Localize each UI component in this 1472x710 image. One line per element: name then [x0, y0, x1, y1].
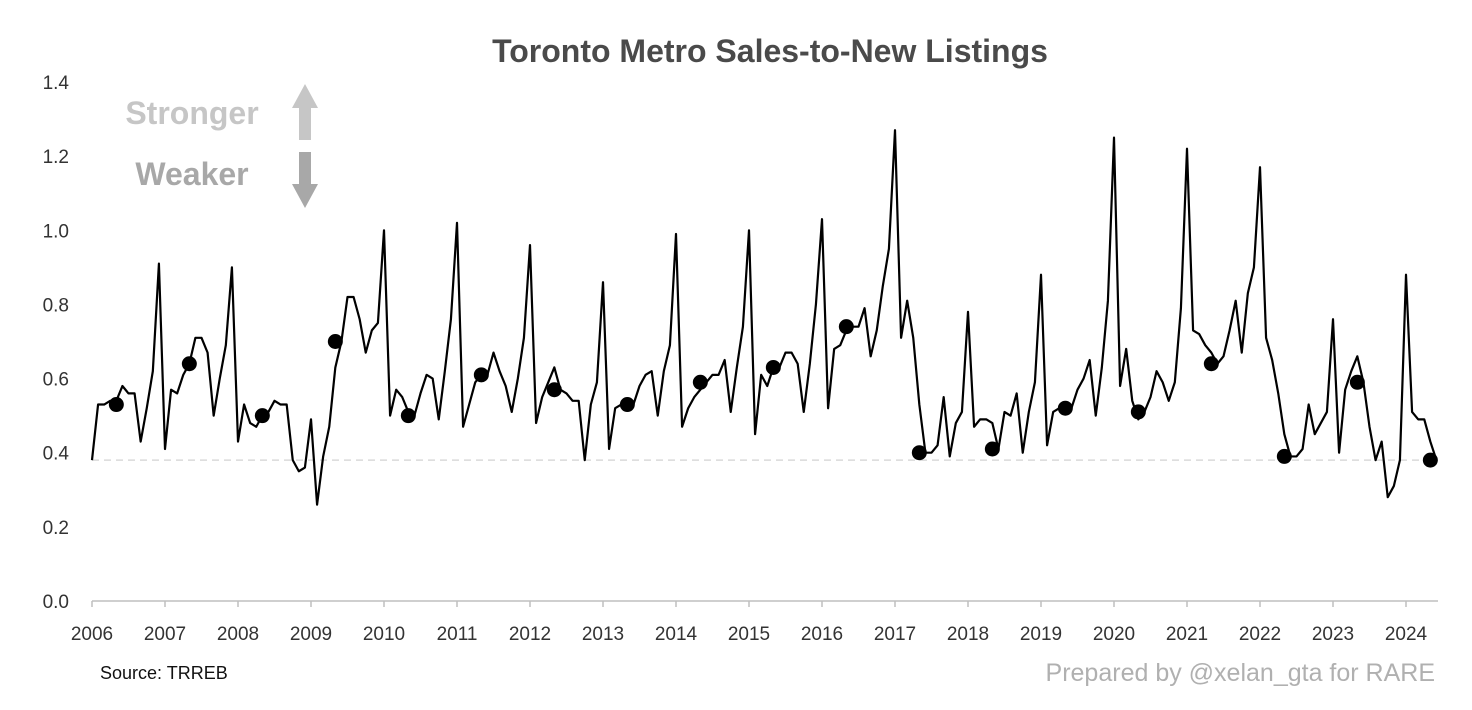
may-marker	[1203, 356, 1219, 372]
x-tick-label: 2022	[1239, 624, 1281, 645]
may-marker	[1276, 448, 1292, 464]
source-note: Source: TRREB	[100, 663, 228, 683]
down-arrow-icon	[292, 152, 318, 208]
may-marker	[838, 319, 854, 335]
x-tick-label: 2014	[655, 624, 698, 645]
may-marker	[1057, 400, 1073, 416]
may-marker	[984, 441, 1000, 457]
x-tick-label: 2023	[1312, 624, 1354, 645]
x-axis-tickmarks	[91, 601, 1407, 607]
may-marker	[400, 408, 416, 424]
x-tick-label: 2024	[1385, 624, 1428, 645]
x-tick-label: 2020	[1093, 624, 1135, 645]
x-axis-ticks: 2006 2007 2008 2009 2010 2011 2012 2013 2014 2015…	[71, 624, 1428, 645]
x-tick-label: 2015	[728, 624, 770, 645]
y-tick-label: 0.0	[43, 592, 69, 613]
may-marker	[181, 356, 197, 372]
stronger-label: Stronger	[125, 95, 258, 131]
x-tick-label: 2016	[801, 624, 843, 645]
x-tick-label: 2008	[217, 624, 259, 645]
y-tick-label: 0.4	[43, 444, 70, 465]
may-marker	[619, 397, 635, 413]
y-axis-ticks: 0.0 0.2 0.4 0.6 0.8 1.0 1.2 1.4	[43, 73, 70, 613]
x-tick-label: 2011	[437, 624, 478, 645]
chart-title: Toronto Metro Sales-to-New Listings	[492, 33, 1048, 69]
series-line	[90, 129, 1438, 506]
x-tick-label: 2007	[144, 624, 186, 645]
x-tick-label: 2019	[1020, 624, 1062, 645]
may-markers	[108, 319, 1438, 468]
credit-note: Prepared by @xelan_gta for RARE	[1046, 659, 1435, 687]
x-tick-label: 2012	[509, 624, 551, 645]
x-tick-label: 2018	[947, 624, 989, 645]
may-marker	[108, 397, 124, 413]
may-marker	[473, 367, 489, 383]
may-marker	[911, 445, 927, 461]
x-tick-label: 2017	[874, 624, 916, 645]
x-tick-label: 2021	[1166, 624, 1208, 645]
may-marker	[1349, 374, 1365, 390]
x-tick-label: 2013	[582, 624, 624, 645]
y-tick-label: 0.2	[43, 518, 69, 539]
up-arrow-icon	[292, 84, 318, 140]
may-marker	[765, 359, 781, 375]
x-tick-label: 2010	[363, 624, 405, 645]
y-tick-label: 1.0	[43, 221, 69, 242]
may-marker	[327, 334, 343, 349]
x-tick-label: 2009	[290, 624, 332, 645]
y-tick-label: 0.6	[43, 370, 69, 391]
may-marker	[1130, 404, 1146, 420]
may-marker	[254, 408, 270, 424]
y-tick-label: 1.4	[43, 73, 70, 94]
may-marker	[1422, 452, 1438, 468]
weaker-label: Weaker	[135, 156, 248, 192]
x-tick-label: 2006	[71, 624, 113, 645]
may-marker	[546, 382, 562, 398]
y-tick-label: 0.8	[43, 295, 69, 316]
y-tick-label: 1.2	[43, 147, 69, 168]
may-marker	[692, 374, 708, 390]
